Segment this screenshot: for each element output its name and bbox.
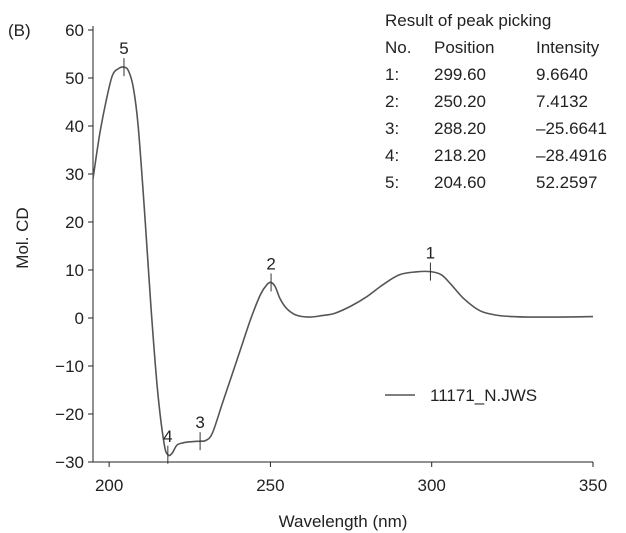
series-line xyxy=(92,66,594,457)
peak-table-cell: 250.20 xyxy=(434,92,486,111)
y-tick-label: 0 xyxy=(75,309,84,328)
y-tick-label: 50 xyxy=(65,69,84,88)
y-tick-label: 20 xyxy=(65,213,84,232)
y-tick-label: 30 xyxy=(65,165,84,184)
peak-table-cell: –28.4916 xyxy=(536,146,607,165)
peak-label-1: 1 xyxy=(426,244,435,263)
x-tick-label: 200 xyxy=(95,476,123,495)
y-tick-label: −20 xyxy=(55,405,84,424)
legend-label: 11171_N.JWS xyxy=(430,386,537,405)
peak-table-cell: 2: xyxy=(385,92,399,111)
legend: 11171_N.JWS xyxy=(385,386,537,405)
peak-table-cell: 9.6640 xyxy=(536,65,588,84)
peak-table-header: No. xyxy=(385,38,411,57)
plot-area xyxy=(92,66,594,457)
peak-table-cell: 5: xyxy=(385,173,399,192)
x-axis-title: Wavelength (nm) xyxy=(279,512,408,531)
x-tick-label: 350 xyxy=(579,476,607,495)
y-axis: 60 50 40 30 20 10 0 −10 −20 −30 xyxy=(55,21,94,472)
y-tick-label: −30 xyxy=(55,453,84,472)
y-tick-label: 10 xyxy=(65,261,84,280)
peak-table-cell: 52.2597 xyxy=(536,173,597,192)
peak-table-cell: –25.6641 xyxy=(536,119,607,138)
x-axis: 200 250 300 350 xyxy=(93,461,607,495)
y-tick-label: 60 xyxy=(65,21,84,40)
peak-label-3: 3 xyxy=(195,413,204,432)
peak-table-cell: 3: xyxy=(385,119,399,138)
peak-markers: 1 2 3 4 5 xyxy=(119,39,435,464)
x-tick-label: 300 xyxy=(418,476,446,495)
peak-label-4: 4 xyxy=(163,427,172,446)
y-axis-title: Mol. CD xyxy=(13,207,32,268)
peak-table-header: Position xyxy=(434,38,494,57)
peak-table-cell: 218.20 xyxy=(434,146,486,165)
panel-label: (B) xyxy=(8,21,31,40)
peak-table-title: Result of peak picking xyxy=(385,11,551,30)
peak-label-5: 5 xyxy=(119,39,128,58)
peak-table-cell: 288.20 xyxy=(434,119,486,138)
y-tick-label: 40 xyxy=(65,117,84,136)
peak-table-cell: 1: xyxy=(385,65,399,84)
x-tick-label: 250 xyxy=(256,476,284,495)
peak-table: Result of peak picking No. Position Intens… xyxy=(385,11,607,192)
peak-table-cell: 7.4132 xyxy=(536,92,588,111)
peak-table-header: Intensity xyxy=(536,38,600,57)
peak-table-cell: 4: xyxy=(385,146,399,165)
y-tick-label: −10 xyxy=(55,357,84,376)
peak-label-2: 2 xyxy=(266,254,275,273)
peak-table-cell: 299.60 xyxy=(434,65,486,84)
peak-table-cell: 204.60 xyxy=(434,173,486,192)
